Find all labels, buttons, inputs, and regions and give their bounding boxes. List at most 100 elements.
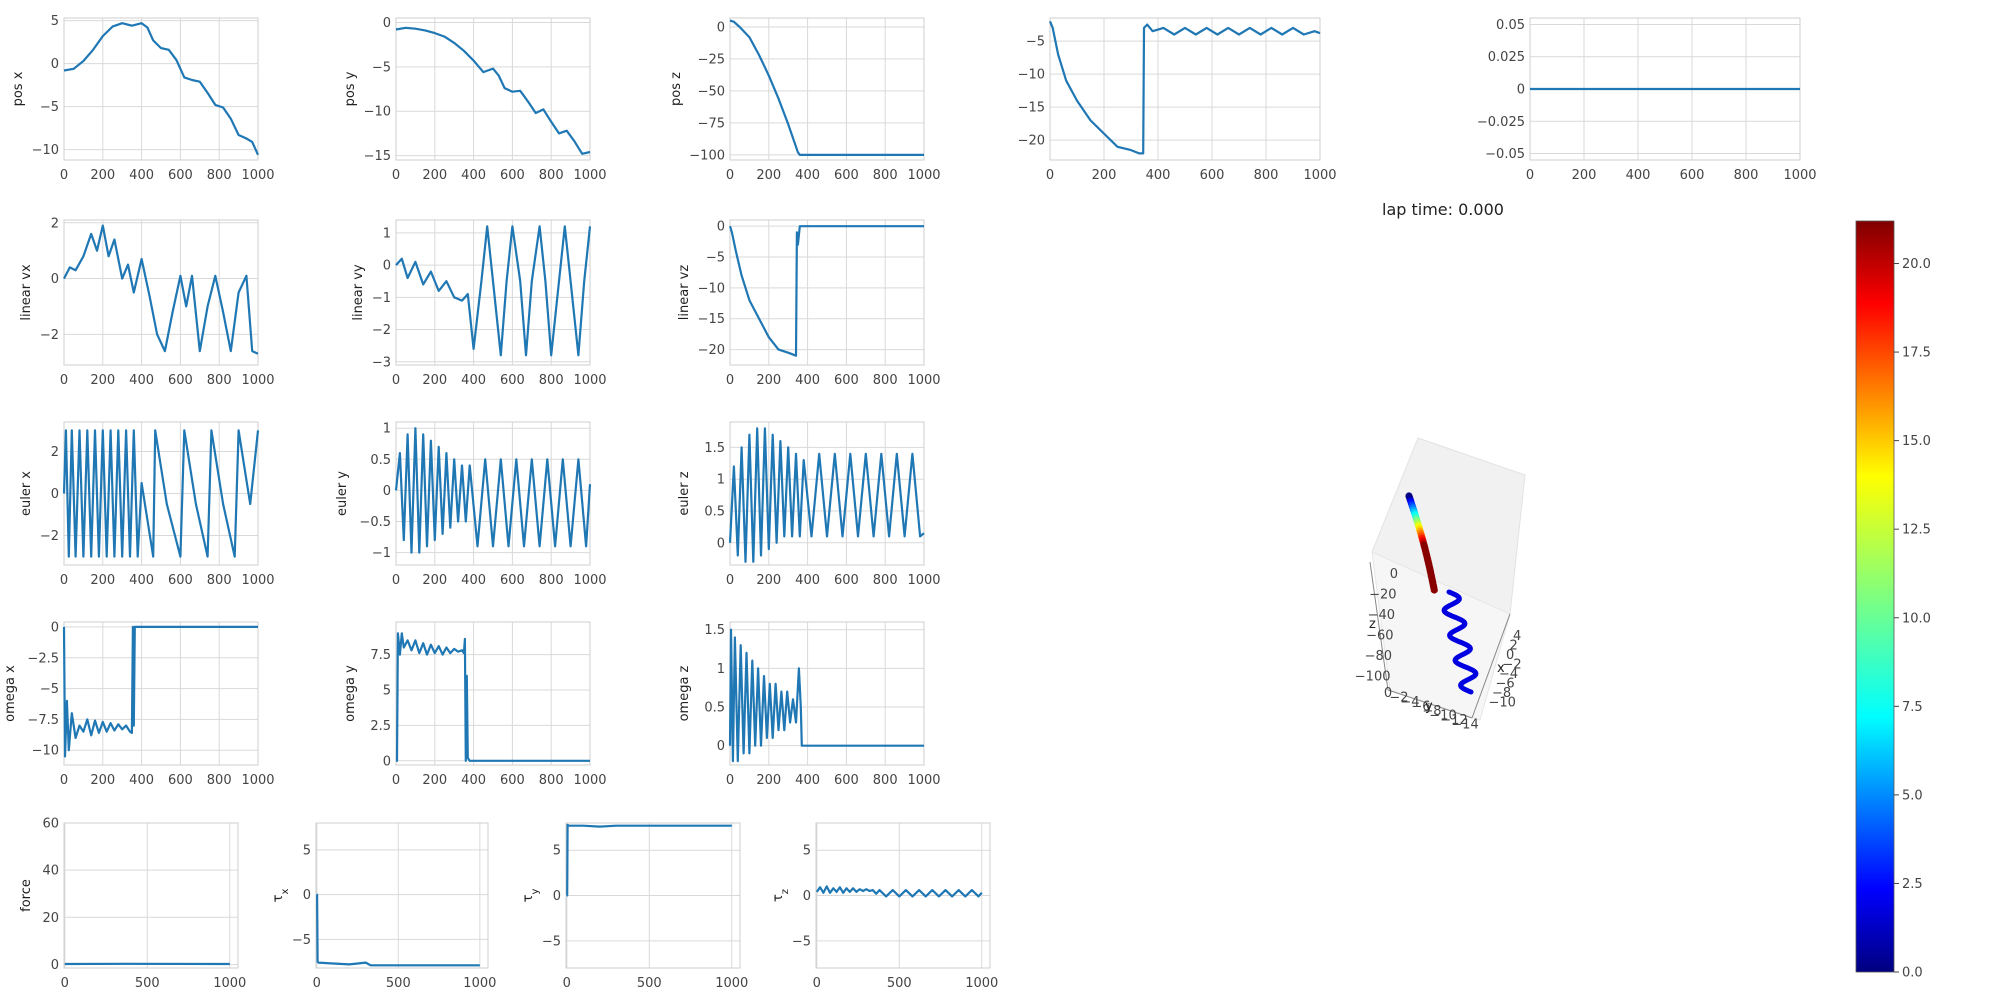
axes-frame	[395, 219, 591, 366]
y-tick-label: −4	[1400, 695, 1419, 710]
y-tick-label: 0	[717, 20, 725, 35]
x-tick-label: 800	[539, 773, 564, 788]
y-tick-label: −0.05	[1485, 147, 1525, 162]
x-tick-label: 200	[90, 373, 115, 388]
y-axis-label: y	[1425, 699, 1433, 714]
y-tick-label: −2	[40, 328, 59, 343]
data-line	[394, 427, 592, 554]
x-tick-label: 1000	[241, 573, 274, 588]
subplot-τz: 0 500 1000 5 0 −5 τz	[771, 822, 998, 991]
y-axis-line	[1387, 689, 1473, 719]
colorbar-tick-label: 17.5	[1902, 346, 1931, 361]
x-tick-label: 0	[60, 573, 68, 588]
subplot-panel-3: 0 200 400 600 800 1000 −5 −10 −15 −20	[1018, 17, 1337, 183]
x-tick-label: 400	[795, 773, 820, 788]
x-tick-label: 800	[207, 168, 232, 183]
y-tick-label: 0	[383, 754, 391, 769]
data-line	[728, 427, 925, 563]
y-axis-label: linear vy	[351, 264, 366, 321]
data-line	[62, 429, 260, 558]
x-tick-label: 0	[392, 373, 400, 388]
data-line	[63, 224, 259, 355]
colorbar-tick-label: 20.0	[1902, 257, 1931, 272]
x-tick-label: 600	[168, 373, 193, 388]
y-tick-label: −5	[542, 934, 561, 949]
y-axis-label: pos z	[669, 72, 684, 106]
x-tick-label: 600	[500, 773, 525, 788]
x-tick-label: 2	[1510, 639, 1518, 654]
data-line	[62, 625, 258, 758]
y-tick-label: −8	[1422, 704, 1441, 719]
y-tick-label: −6	[1411, 700, 1430, 715]
subplot-panel-4: 0 200 400 600 800 1000 0.05 0.025 0 −0.025 −0.05	[1477, 17, 1817, 183]
y-tick-label: 0	[383, 484, 391, 499]
y-axis-label: omega y	[343, 665, 358, 722]
x-tick-label: 600	[834, 773, 859, 788]
x-tick-label: −8	[1492, 686, 1511, 701]
y-tick-label: 20	[42, 911, 59, 926]
y-tick-label: 5	[803, 844, 811, 859]
axes-frame	[395, 17, 591, 161]
y-tick-label: 5	[383, 683, 391, 698]
trajectory-point	[1430, 586, 1438, 594]
y-tick-label: −0.5	[359, 515, 391, 530]
x-tick-label: 600	[500, 168, 525, 183]
x-tick-label: −6	[1496, 677, 1515, 692]
x-tick-label: 0	[1526, 168, 1534, 183]
x-tick-label: 0	[60, 373, 68, 388]
z-tick-label: 0	[1390, 567, 1398, 582]
y-tick-label: 1.5	[704, 441, 725, 456]
x-tick-label: 200	[1092, 168, 1117, 183]
y-tick-label: 2.5	[370, 719, 391, 734]
y-tick-label: 0	[51, 272, 59, 287]
x-tick-label: 1000	[715, 976, 748, 991]
x-tick-label: 1000	[241, 168, 274, 183]
y-tick-label: −2	[1389, 691, 1408, 706]
y-tick-label: −2	[40, 529, 59, 544]
y-tick-label: −2.5	[27, 651, 59, 666]
axes-frame	[815, 822, 991, 969]
x-tick-label: 200	[756, 573, 781, 588]
x-tick-label: 1000	[907, 373, 940, 388]
x-tick-label: 1000	[907, 573, 940, 588]
x-tick-label: 600	[834, 373, 859, 388]
y-tick-label: 0.5	[704, 504, 725, 519]
y-tick-label: 1	[383, 226, 391, 241]
x-tick-label: 200	[422, 573, 447, 588]
y-axis-label: linear vz	[677, 265, 692, 321]
x-tick-label: 0	[392, 573, 400, 588]
x-tick-label: 400	[795, 573, 820, 588]
y-tick-label: 0	[717, 220, 725, 235]
colorbar-tick-label: 2.5	[1902, 877, 1923, 892]
subplot-pos-x: 0 200 400 600 800 1000 5 0 −5 −10 pos x	[11, 14, 275, 183]
z-tick-label: −20	[1369, 588, 1396, 603]
y-axis-label: omega x	[3, 665, 18, 722]
x-tick-label: 800	[873, 373, 898, 388]
x-tick-label: 800	[873, 168, 898, 183]
x-tick-label: −4	[1499, 667, 1518, 682]
x-tick-label: 800	[207, 573, 232, 588]
x-tick-label: 800	[873, 773, 898, 788]
y-tick-label: −2	[372, 323, 391, 338]
x-tick-label: 0	[726, 773, 734, 788]
y-axis-label: pos y	[343, 71, 358, 106]
x-tick-label: 1000	[463, 976, 496, 991]
data-line	[728, 225, 924, 357]
x-tick-label: 1000	[907, 773, 940, 788]
data-line	[1048, 20, 1321, 155]
subplot-omega-y: 0 200 400 600 800 1000 0 2.5 5 7.5 omega y	[343, 621, 607, 788]
subplot-linear-vz: 0 200 400 600 800 1000 0 −5 −10 −15 −20 linear vz	[677, 219, 941, 388]
y-tick-label: 0	[553, 889, 561, 904]
axes-frame	[63, 822, 239, 969]
axes-frame	[315, 822, 489, 969]
x-tick-label: 0	[392, 773, 400, 788]
y-tick-label: −25	[698, 52, 725, 67]
z-tick-label: −100	[1355, 670, 1391, 685]
x-tick-label: 1000	[965, 976, 998, 991]
axes-frame	[729, 17, 925, 161]
x-tick-label: 600	[500, 573, 525, 588]
x-tick-label: 600	[1200, 168, 1225, 183]
x-tick-label: 0	[313, 976, 321, 991]
y-tick-label: 1	[717, 662, 725, 677]
x-tick-label: 800	[1254, 168, 1279, 183]
